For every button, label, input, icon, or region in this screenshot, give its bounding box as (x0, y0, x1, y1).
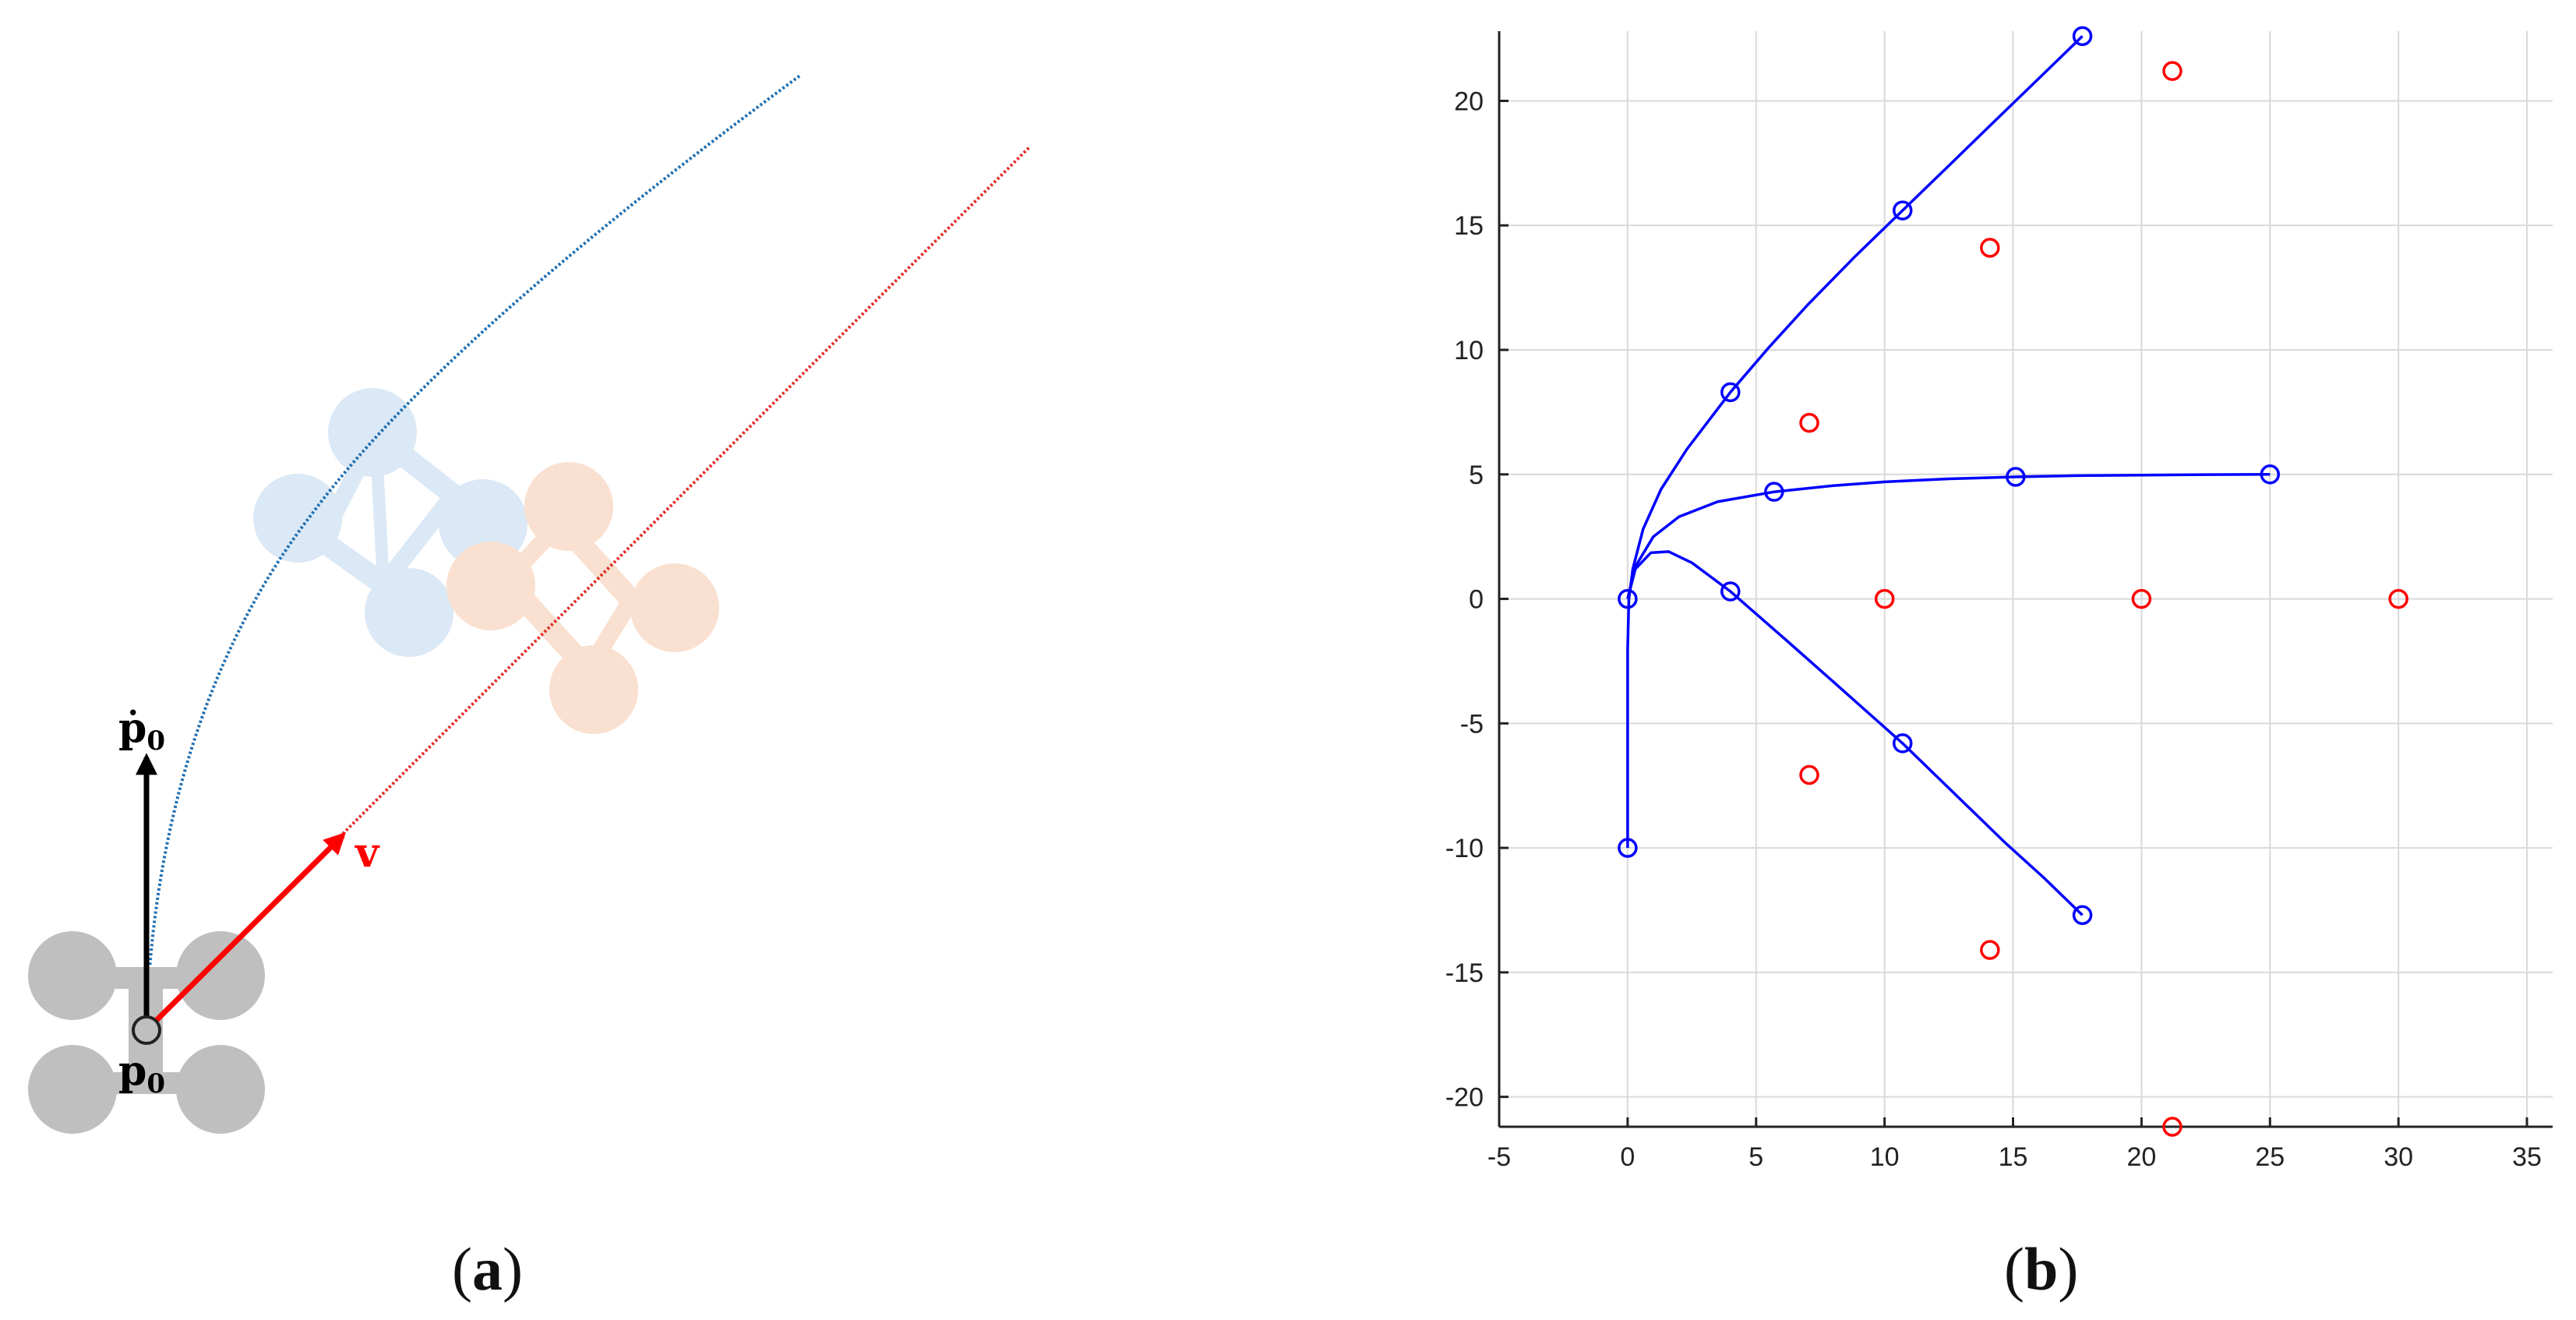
y-tick-labels: -20 -15 -10 -5 0 5 10 15 20 (1445, 86, 1484, 1112)
trajectory-line-0 (1626, 35, 2084, 849)
blue-point-marker (1618, 588, 1638, 609)
y-tick-label: 20 (1454, 86, 1484, 116)
red-point-marker (1799, 412, 1819, 433)
blue-point-marker (1892, 200, 1913, 221)
x-tick-label: -5 (1487, 1142, 1511, 1172)
y-tick-label: -20 (1445, 1083, 1484, 1113)
panel-b-label: (b) (2004, 1235, 2078, 1303)
y-tick-label: -10 (1445, 834, 1484, 863)
trajectory-line-2 (1626, 550, 2084, 916)
x-tick-labels: -5 0 5 10 15 20 25 30 35 (1487, 1142, 2542, 1172)
y-tick-label: 5 (1469, 461, 1484, 490)
y-tick-label: 10 (1454, 336, 1484, 365)
red-point-marker (2388, 588, 2408, 609)
blue-point-marker (2260, 464, 2281, 485)
blue-point-marker (1720, 581, 1741, 602)
p0-marker (132, 1015, 161, 1045)
blue-point-marker (1764, 482, 1784, 502)
v-label: v (355, 829, 380, 877)
red-point-marker (2162, 61, 2183, 81)
panel-b-chart: -5 0 5 10 15 20 25 30 35 -20 -15 -10 -5 0 5 10 15 20 (b) (1445, 26, 2553, 1303)
y-tick-label: 0 (1469, 585, 1484, 615)
y-tick-label: -15 (1445, 958, 1484, 988)
blue-point-marker (2072, 26, 2093, 47)
chart-grid (1498, 31, 2553, 1127)
p0-label: p0 (118, 1047, 165, 1099)
blue-point-marker (2006, 467, 2026, 487)
y-tick-label: -5 (1460, 709, 1484, 739)
red-point-marker (1799, 764, 1819, 785)
x-tick-label: 15 (1999, 1142, 2028, 1172)
drone-orange-silhouette (446, 462, 719, 734)
red-trajectory (341, 145, 1032, 835)
x-tick-label: 10 (1870, 1142, 1900, 1172)
x-tick-label: 25 (2255, 1142, 2285, 1172)
red-point-marker (1980, 238, 2000, 258)
x-tick-label: 35 (2512, 1142, 2542, 1172)
trajectory-line-1 (1626, 473, 2271, 600)
red-point-marker (2162, 1117, 2183, 1137)
x-tick-label: 0 (1620, 1142, 1635, 1172)
panel-a-diagram: ṗ0 p0 v (a) (28, 73, 1032, 1303)
blue-point-marker (1720, 382, 1741, 403)
chart-axes (1498, 31, 2553, 1128)
pdot-label: ṗ0 (118, 704, 165, 757)
plot-background (1499, 31, 2553, 1127)
panel-a-label: (a) (452, 1235, 523, 1303)
red-point-marker (1874, 588, 1895, 609)
x-tick-label: 30 (2384, 1142, 2413, 1172)
x-tick-label: 20 (2126, 1142, 2156, 1172)
blue-point-marker (1892, 733, 1913, 754)
y-tick-label: 15 (1454, 211, 1484, 241)
red-point-marker (2131, 588, 2152, 609)
blue-trajectory (145, 73, 803, 1031)
chart-series (1618, 26, 2408, 1137)
blue-point-marker (2072, 905, 2093, 926)
red-point-marker (1980, 940, 2000, 960)
x-tick-label: 5 (1749, 1142, 1763, 1172)
blue-point-marker (1618, 838, 1638, 858)
velocity-arrow (144, 832, 346, 1032)
